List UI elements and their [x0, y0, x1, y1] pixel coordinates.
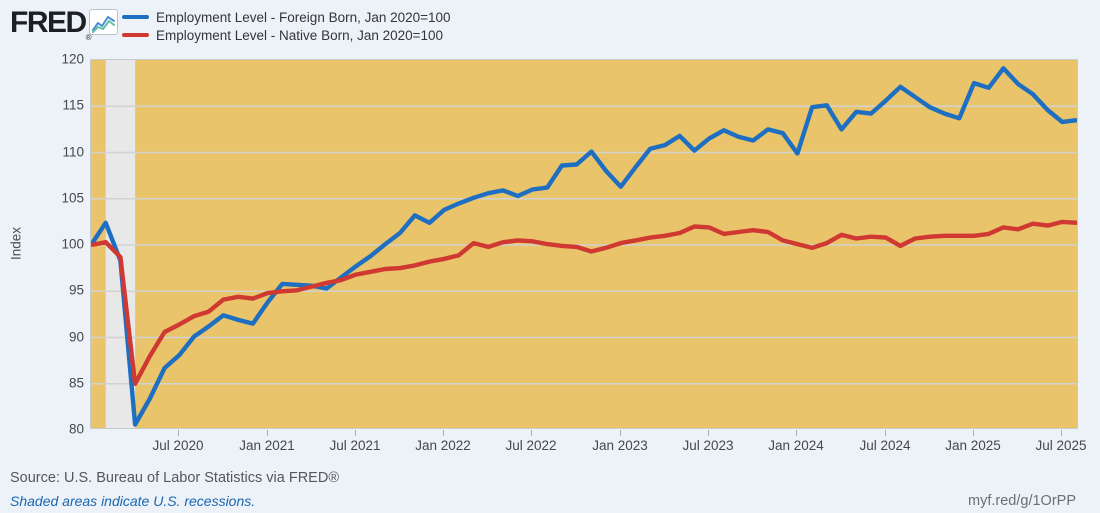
- fred-logo-text: FRED: [10, 6, 87, 39]
- x-tick-label-jan-2025: Jan 2025: [945, 438, 1001, 453]
- source-text: Source: U.S. Bureau of Labor Statistics …: [10, 470, 340, 486]
- legend: Employment Level - Foreign Born, Jan 202…: [122, 8, 451, 44]
- line-chart-icon: [89, 9, 118, 35]
- x-tick: [1061, 430, 1062, 436]
- registered-trademark: ®: [85, 33, 92, 42]
- x-tick: [973, 430, 974, 436]
- y-tick-label-100: 100: [61, 236, 84, 252]
- share-link[interactable]: myf.red/g/1OrPP: [968, 493, 1076, 509]
- y-tick-label-95: 95: [68, 282, 84, 298]
- series-line-native-born[interactable]: [91, 219, 1077, 386]
- legend-item-native-born: Employment Level - Native Born, Jan 2020…: [122, 26, 451, 44]
- x-tick-label-jan-2023: Jan 2023: [592, 438, 648, 453]
- legend-label-native-born: Employment Level - Native Born, Jan 2020…: [156, 27, 444, 43]
- x-tick-label-jul-2024: Jul 2024: [859, 438, 911, 453]
- chart-canvas[interactable]: [91, 60, 1077, 428]
- x-tick: [531, 430, 532, 436]
- x-tick: [178, 430, 179, 436]
- y-axis: 80 85 90 95 100 105 110 115 120: [36, 0, 84, 513]
- plot-area[interactable]: [90, 59, 1078, 429]
- legend-label-foreign-born: Employment Level - Foreign Born, Jan 202…: [156, 9, 451, 25]
- x-tick: [443, 430, 444, 436]
- y-axis-title: Index: [8, 226, 24, 261]
- x-tick-label-jul-2021: Jul 2021: [329, 438, 381, 453]
- x-tick: [885, 430, 886, 436]
- x-tick: [796, 430, 797, 436]
- y-tick-label-90: 90: [68, 329, 84, 345]
- x-axis: Jul 2020 Jan 2021 Jul 2021 Jan 2022 Jul 2022…: [90, 430, 1087, 456]
- x-tick-label-jul-2025: Jul 2025: [1035, 438, 1087, 453]
- x-tick: [620, 430, 621, 436]
- y-tick-label-85: 85: [68, 375, 84, 391]
- y-tick-label-120: 120: [61, 51, 84, 67]
- y-tick-label-80: 80: [68, 421, 84, 437]
- x-tick-label-jul-2022: Jul 2022: [505, 438, 557, 453]
- x-tick: [708, 430, 709, 436]
- y-tick-label-105: 105: [61, 190, 84, 206]
- y-tick-label-110: 110: [62, 144, 84, 160]
- legend-swatch-native-born: [122, 33, 149, 37]
- x-tick-label-jul-2020: Jul 2020: [152, 438, 204, 453]
- x-tick: [267, 430, 268, 436]
- recession-note-link[interactable]: Shaded areas indicate U.S. recessions.: [10, 493, 256, 509]
- legend-item-foreign-born: Employment Level - Foreign Born, Jan 202…: [122, 8, 451, 26]
- x-tick-label-jul-2023: Jul 2023: [682, 438, 734, 453]
- x-tick-label-jan-2024: Jan 2024: [768, 438, 824, 453]
- y-tick-label-115: 115: [62, 97, 84, 113]
- legend-swatch-foreign-born: [122, 15, 149, 19]
- x-tick-label-jan-2022: Jan 2022: [415, 438, 471, 453]
- x-tick: [355, 430, 356, 436]
- fred-logo: FRED®: [10, 6, 92, 42]
- series-line-foreign-born[interactable]: [91, 66, 1077, 427]
- x-tick-label-jan-2021: Jan 2021: [239, 438, 295, 453]
